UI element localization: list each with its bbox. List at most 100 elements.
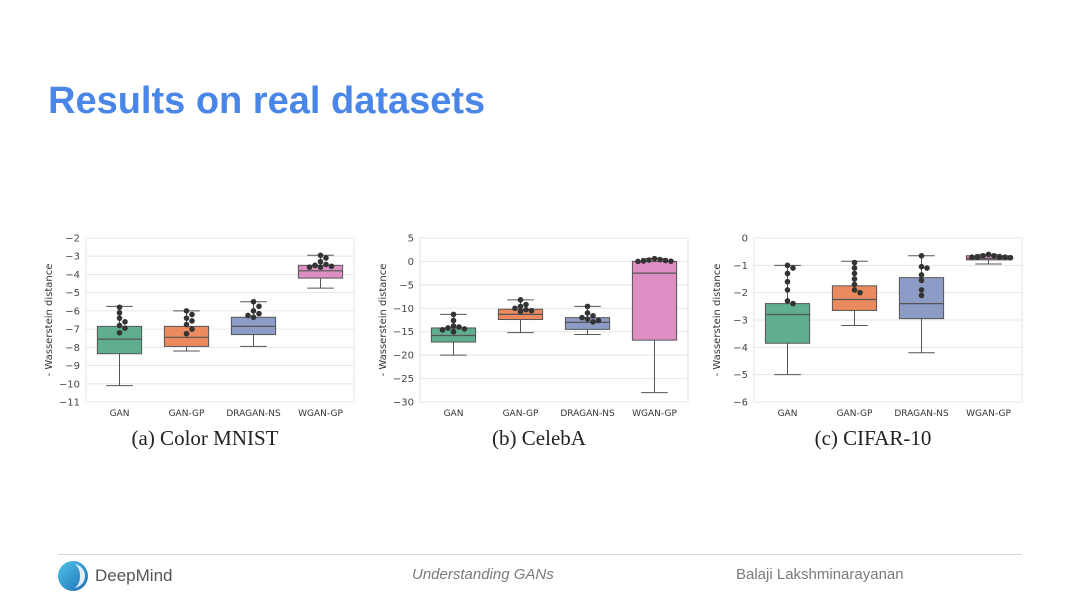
data-point <box>512 305 518 312</box>
data-point <box>784 270 791 277</box>
data-point <box>116 309 123 316</box>
y-tick-label: −6 <box>65 306 80 317</box>
data-point <box>1007 254 1014 261</box>
y-tick-label: −5 <box>399 280 414 291</box>
chart-svg-celeba: 5 0 −5 −10 −15 −20 −25 −30 - Wasserstein distanc… <box>378 234 689 419</box>
x-tick-label: DRAGAN-NS <box>560 409 615 419</box>
y-tick-label: −3 <box>733 316 748 327</box>
x-tick-label: GAN <box>444 409 464 419</box>
data-point <box>579 314 585 321</box>
data-point <box>323 255 329 261</box>
data-point <box>517 308 524 315</box>
brand-name: DeepMind <box>95 566 173 585</box>
data-point <box>116 304 123 311</box>
data-point <box>517 297 524 303</box>
data-point <box>528 307 535 314</box>
data-point <box>250 298 257 305</box>
chart-svg-cifar-10: 0 −1 −2 −3 −4 −5 −6 - Wasserstein distance GAN GA… <box>712 234 1023 419</box>
data-point <box>851 287 858 293</box>
chart-celeba: 5 0 −5 −10 −15 −20 −25 −30 - Wasserstein distanc… <box>374 228 704 458</box>
data-point <box>651 255 658 262</box>
box-gan <box>764 303 811 344</box>
y-axis-label: - Wasserstein distance <box>44 264 55 377</box>
chart-caption: (c) CIFAR-10 <box>814 426 932 450</box>
x-tick-label: GAN-GP <box>837 409 873 419</box>
data-point <box>985 251 992 258</box>
data-point <box>450 323 457 329</box>
y-tick-label: −2 <box>65 234 80 245</box>
x-tick-label: GAN-GP <box>169 409 205 419</box>
data-point <box>918 287 925 293</box>
data-point <box>974 254 981 260</box>
data-point <box>450 317 457 324</box>
author-name: Balaji Lakshminarayanan <box>736 566 904 583</box>
y-tick-label: 0 <box>408 257 414 268</box>
data-point <box>523 306 529 313</box>
y-tick-label: −5 <box>65 288 80 299</box>
data-point <box>256 303 262 310</box>
chart-color-mnist: −2 −3 −4 −5 −6 −7 −8 −9 −10 −11 - Wasserstein dist… <box>40 228 370 458</box>
y-tick-label: −4 <box>65 270 80 281</box>
data-point <box>439 327 446 333</box>
chart-caption: (a) Color MNIST <box>131 426 279 450</box>
y-tick-label: −25 <box>393 374 414 385</box>
y-tick-label: −2 <box>733 288 748 299</box>
data-point <box>851 259 858 266</box>
y-tick-label: 0 <box>742 234 748 245</box>
y-tick-label: −4 <box>733 343 748 354</box>
data-point <box>851 270 858 277</box>
y-tick-label: −30 <box>393 398 414 409</box>
data-point <box>1002 254 1008 260</box>
chart-cifar-10: 0 −1 −2 −3 −4 −5 −6 - Wasserstein distance GAN GA… <box>708 228 1038 458</box>
data-point <box>590 312 596 319</box>
data-point <box>918 272 925 278</box>
data-point <box>450 328 457 335</box>
data-point <box>317 258 324 265</box>
data-point <box>306 264 313 270</box>
data-point <box>183 321 190 328</box>
chart-caption: (b) CelebA <box>492 426 586 450</box>
data-point <box>784 262 791 269</box>
data-point <box>183 330 190 337</box>
data-point <box>517 303 524 310</box>
data-point <box>784 278 791 285</box>
data-point <box>122 325 128 331</box>
data-point <box>668 258 674 264</box>
data-point <box>461 326 468 332</box>
data-point <box>523 301 529 308</box>
data-point <box>445 325 451 331</box>
x-tick-label: GAN <box>778 409 798 419</box>
x-tick-label: WGAN-GP <box>298 409 343 419</box>
footer-divider <box>58 554 1022 555</box>
data-point <box>918 252 925 259</box>
y-tick-label: 5 <box>408 234 414 245</box>
y-tick-label: −15 <box>393 327 414 338</box>
data-point <box>245 312 251 319</box>
y-tick-label: −1 <box>733 261 748 272</box>
data-point <box>635 258 641 265</box>
data-point <box>851 265 858 271</box>
data-point <box>183 315 190 321</box>
data-point <box>918 263 925 270</box>
talk-title: Understanding GANs <box>412 566 554 583</box>
y-tick-label: −7 <box>65 325 80 336</box>
data-point <box>784 287 791 293</box>
data-point <box>122 319 128 325</box>
data-point <box>328 263 335 270</box>
data-point <box>584 310 591 316</box>
data-point <box>640 258 647 264</box>
deepmind-logo-icon <box>58 561 88 591</box>
data-point <box>116 322 123 329</box>
data-point <box>662 257 669 264</box>
data-point <box>189 311 195 318</box>
data-point <box>857 289 863 296</box>
x-tick-label: GAN <box>110 409 130 419</box>
chart-svg-color-mnist: −2 −3 −4 −5 −6 −7 −8 −9 −10 −11 - Wasserstein dist… <box>44 234 355 419</box>
data-point <box>584 316 591 322</box>
data-point <box>969 254 975 260</box>
data-point <box>790 300 796 307</box>
data-point <box>183 308 190 314</box>
data-point <box>116 329 123 336</box>
data-point <box>256 310 262 317</box>
data-point <box>317 252 324 259</box>
